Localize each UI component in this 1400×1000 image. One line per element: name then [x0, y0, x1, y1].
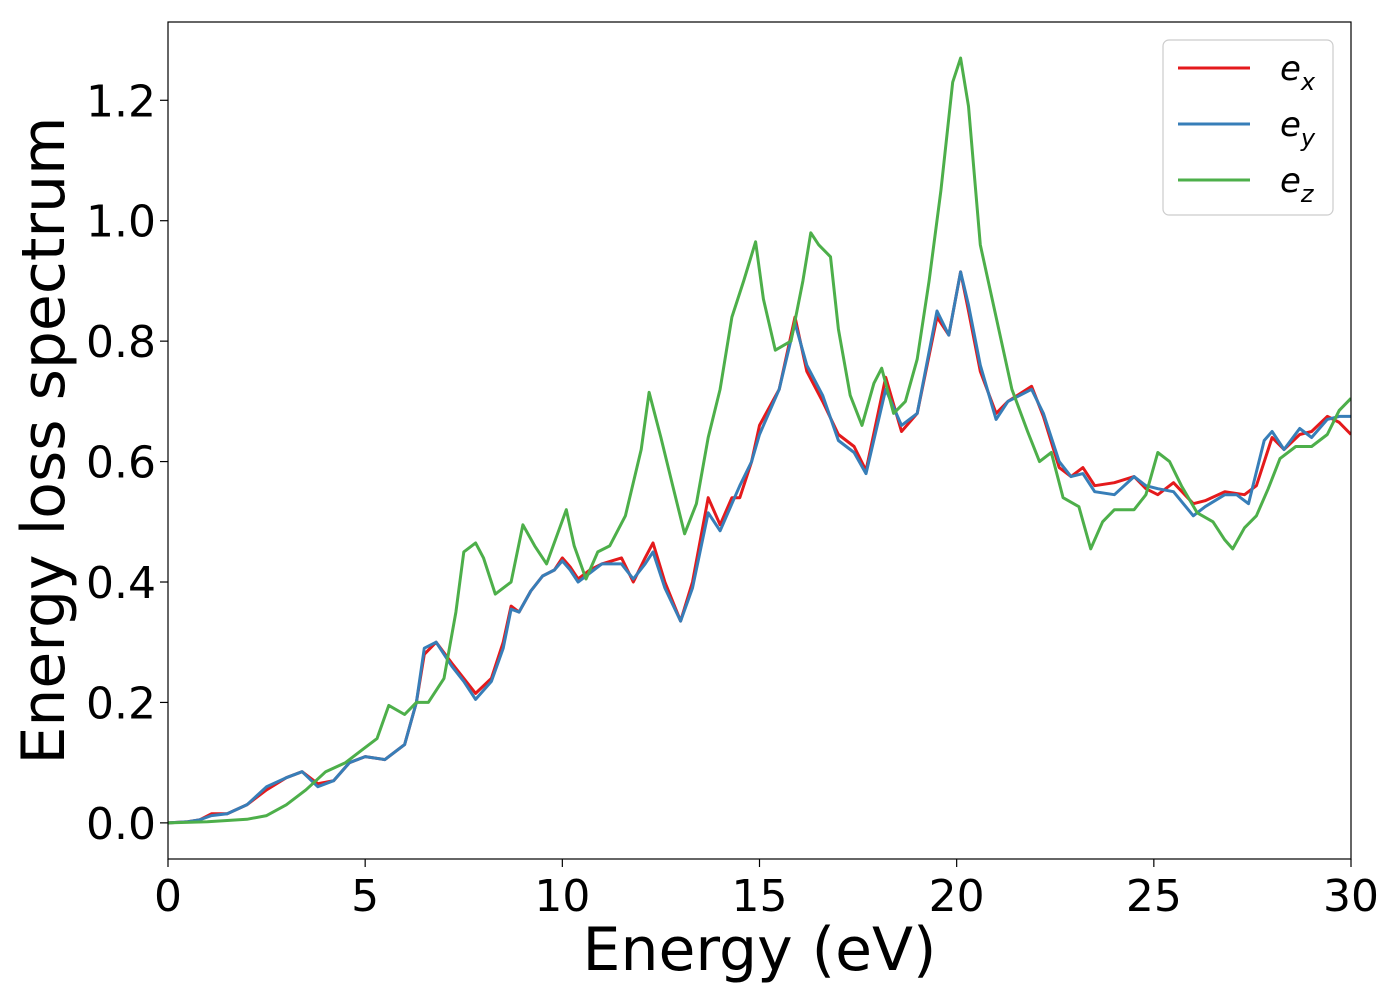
legend-box	[1162, 39, 1334, 216]
x-tick-label: 25	[1126, 871, 1182, 922]
x-axis-label: Energy (eV)	[583, 915, 937, 985]
y-tick-label: 0.0	[86, 799, 156, 850]
x-tick-label: 10	[534, 871, 590, 922]
series-line-ey	[168, 270, 1351, 825]
y-axis-label: Energy loss spectrum	[9, 116, 79, 764]
series-layer	[168, 56, 1351, 825]
x-tick-label: 5	[351, 871, 379, 922]
x-tick-label: 15	[732, 871, 788, 922]
x-tick-label: 30	[1323, 871, 1379, 922]
y-tick-label: 1.2	[86, 76, 156, 127]
y-tick-label: 0.8	[86, 317, 156, 368]
y-tick-label: 1.0	[86, 197, 156, 248]
y-tick-label: 0.4	[86, 558, 156, 609]
y-tick-label: 0.2	[86, 678, 156, 729]
y-axis: 0.0 0.2 0.4 0.6 0.8 1.0 1.2	[86, 76, 168, 850]
x-tick-label: 0	[154, 871, 182, 922]
series-line-ez	[168, 56, 1351, 825]
x-tick-label: 20	[929, 871, 985, 922]
y-tick-label: 0.6	[86, 438, 156, 489]
x-axis: 0 5 10 15 20 25 30	[154, 859, 1379, 922]
series-line-ex	[168, 270, 1351, 825]
